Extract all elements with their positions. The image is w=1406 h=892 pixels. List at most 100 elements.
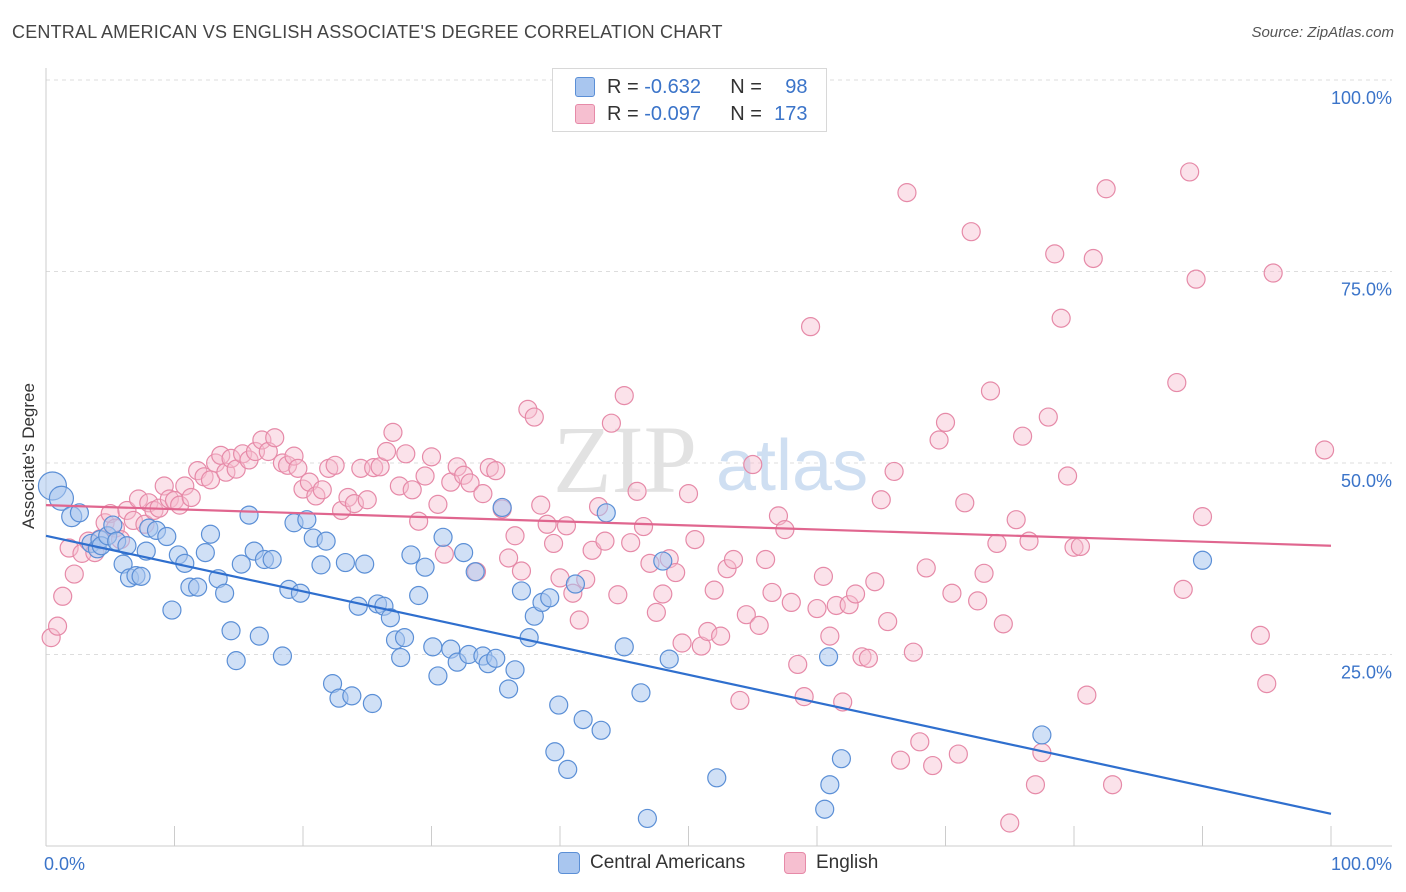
english-point bbox=[897, 183, 917, 203]
english-point bbox=[454, 465, 474, 485]
central-american-point bbox=[815, 799, 835, 819]
english-point bbox=[569, 610, 589, 630]
english-point bbox=[961, 222, 981, 242]
english-point bbox=[1083, 248, 1103, 269]
english-point bbox=[736, 605, 756, 625]
english-point bbox=[646, 602, 666, 622]
english-point bbox=[1102, 775, 1123, 795]
central-american-point bbox=[545, 742, 565, 762]
central-american-point bbox=[262, 549, 282, 570]
english-point bbox=[175, 476, 195, 496]
central-american-point bbox=[614, 637, 634, 657]
english-point bbox=[473, 484, 493, 504]
english-point bbox=[935, 412, 956, 433]
legend-n-value: 98 bbox=[785, 75, 808, 98]
english-point bbox=[794, 687, 814, 707]
english-point bbox=[59, 538, 79, 558]
central-american-trend-line bbox=[45, 534, 1332, 815]
central-american-point bbox=[707, 768, 727, 788]
central-american-point bbox=[69, 503, 90, 523]
stats-legend: R = -0.632 N = 98 R = -0.097 N = 173 bbox=[552, 68, 827, 132]
source-label: Source: ZipAtlas.com bbox=[1251, 24, 1394, 41]
english-point bbox=[890, 750, 911, 770]
english-point bbox=[531, 495, 551, 515]
english-point bbox=[288, 458, 308, 478]
central-american-point bbox=[380, 608, 400, 628]
english-point bbox=[389, 476, 409, 496]
english-point bbox=[524, 407, 544, 427]
english-point bbox=[929, 430, 949, 450]
english-point bbox=[383, 422, 403, 442]
english-point bbox=[755, 549, 776, 570]
english-point bbox=[666, 562, 686, 583]
central-american-point bbox=[423, 637, 443, 657]
y-tick-label: 100.0% bbox=[1331, 88, 1392, 108]
english-point bbox=[633, 516, 654, 537]
english-point bbox=[1173, 579, 1193, 599]
english-point bbox=[858, 648, 879, 668]
english-point bbox=[685, 529, 705, 550]
english-point bbox=[903, 642, 923, 662]
watermark-atlas: atlas bbox=[716, 426, 868, 506]
english-point bbox=[749, 615, 769, 635]
y-tick-label: 50.0% bbox=[1341, 471, 1392, 491]
legend-n-label: N = bbox=[730, 102, 762, 125]
central-american-point bbox=[409, 585, 429, 606]
central-american-point bbox=[342, 686, 362, 706]
central-american-point bbox=[355, 554, 375, 574]
english-point bbox=[1180, 162, 1200, 182]
english-point bbox=[1096, 179, 1116, 199]
english-point bbox=[807, 598, 827, 619]
english-point bbox=[364, 457, 384, 478]
central-american-point bbox=[573, 710, 593, 730]
english-point bbox=[968, 591, 988, 611]
legend-item-central-americans: Central Americans bbox=[558, 852, 745, 874]
central-american-point bbox=[221, 621, 241, 641]
central-american-point bbox=[362, 693, 382, 714]
english-point bbox=[1038, 407, 1058, 427]
english-point bbox=[511, 561, 532, 581]
central-american-point bbox=[131, 566, 151, 586]
english-point bbox=[730, 690, 750, 711]
english-point bbox=[987, 533, 1007, 554]
legend-row-central-americans: R = -0.632 N = 98 bbox=[575, 74, 808, 100]
watermark-zip: ZIP bbox=[553, 406, 697, 513]
english-point bbox=[993, 614, 1013, 634]
central-american-point bbox=[519, 628, 539, 648]
english-point bbox=[284, 446, 304, 466]
english-point bbox=[910, 732, 930, 752]
central-american-point bbox=[231, 554, 251, 574]
english-point bbox=[1070, 536, 1091, 557]
english-point bbox=[47, 616, 68, 636]
central-american-point bbox=[157, 526, 177, 547]
central-american-point bbox=[401, 545, 421, 565]
central-american-point bbox=[637, 808, 657, 829]
central-american-point bbox=[565, 574, 586, 594]
english-point bbox=[595, 531, 615, 551]
legend-n-value: 173 bbox=[774, 102, 808, 125]
english-point bbox=[1186, 269, 1206, 289]
legend-r-value: -0.097 bbox=[644, 102, 701, 125]
english-point bbox=[852, 647, 872, 667]
central-american-point bbox=[348, 596, 368, 616]
y-axis-label: Associate's Degree bbox=[19, 383, 38, 529]
central-american-point bbox=[215, 583, 235, 603]
central-american-points bbox=[37, 471, 1213, 829]
central-american-point bbox=[659, 649, 679, 669]
legend-swatch-pink bbox=[784, 852, 806, 874]
english-point bbox=[698, 621, 718, 642]
english-point bbox=[486, 461, 506, 481]
english-point bbox=[428, 494, 448, 514]
english-point bbox=[1051, 308, 1071, 328]
central-american-point bbox=[820, 775, 840, 795]
central-american-point bbox=[549, 695, 569, 715]
english-point bbox=[865, 572, 885, 592]
english-point bbox=[800, 317, 821, 337]
central-american-point bbox=[540, 588, 560, 608]
english-point bbox=[627, 481, 647, 501]
english-point bbox=[402, 480, 422, 500]
central-american-point bbox=[818, 647, 839, 667]
central-american-point bbox=[311, 555, 331, 575]
legend-label-central-americans: Central Americans bbox=[590, 852, 746, 873]
